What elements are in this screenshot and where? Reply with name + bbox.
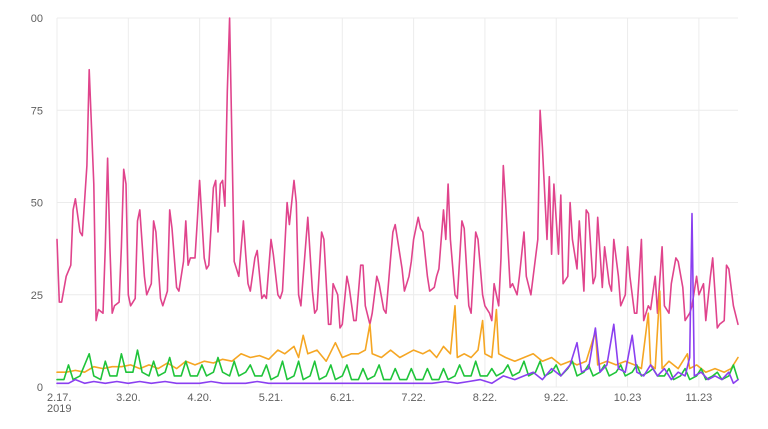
x-tick-label: 3.20.	[116, 392, 140, 404]
x-tick-label: 4.20.	[187, 392, 211, 404]
y-tick-label: 75	[31, 105, 43, 117]
x-tick-label: 8.22.	[473, 392, 497, 404]
y-axis-ticks: 0 25 50 75 00	[31, 13, 43, 394]
year-label: 2019	[47, 403, 71, 415]
x-tick-label: 6.21.	[330, 392, 354, 404]
y-tick-label: 00	[31, 13, 43, 25]
x-axis-ticks: 2.17. 3.20. 4.20. 5.21. 6.21. 7.22. 8.22. 9.22.…	[47, 392, 712, 404]
x-tick-label: 2.17.	[47, 392, 71, 404]
x-tick-label: 5.21.	[259, 392, 283, 404]
y-tick-label: 25	[31, 290, 43, 302]
x-tick-label: 10.23	[614, 392, 642, 404]
x-tick-label: 11.23	[686, 392, 713, 404]
x-tick-label: 7.22.	[401, 392, 425, 404]
y-tick-label: 0	[37, 382, 43, 394]
x-tick-label: 9.22.	[544, 392, 568, 404]
series-line-3	[56, 349, 739, 381]
series-line-2	[56, 290, 739, 374]
series-lines	[56, 17, 739, 385]
series-line-1	[56, 17, 739, 329]
gridlines	[56, 17, 738, 388]
y-tick-label: 50	[31, 198, 43, 210]
series-line-4	[56, 212, 739, 385]
